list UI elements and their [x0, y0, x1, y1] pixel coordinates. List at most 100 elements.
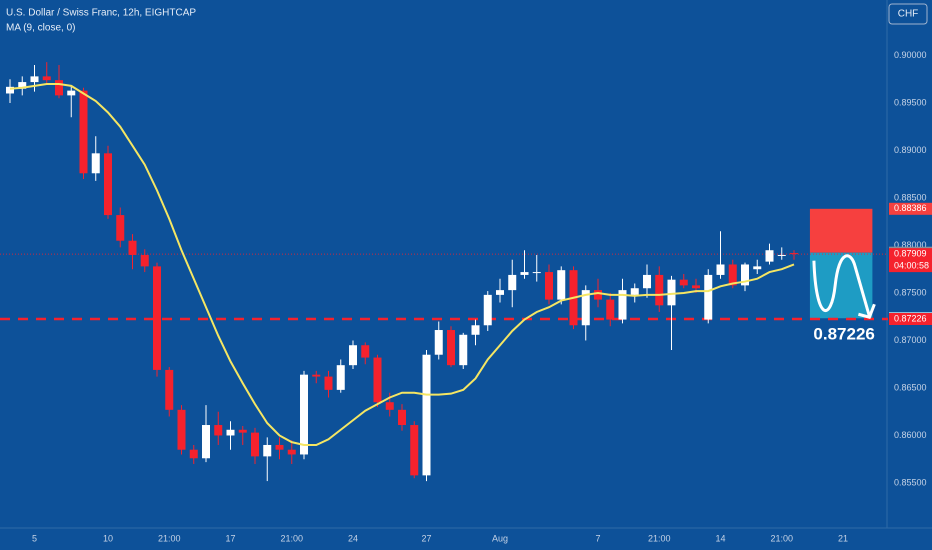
candle-body: [667, 279, 676, 306]
candle-body: [349, 345, 357, 366]
candle-body: [116, 215, 125, 241]
candle-body: [459, 334, 468, 366]
candle-body: [214, 425, 223, 436]
y-tick-label: 0.86500: [894, 382, 927, 392]
price-label-bg: [889, 313, 932, 326]
y-tick-label: 0.87000: [894, 335, 927, 345]
y-tick-label: 0.89000: [894, 145, 927, 155]
candle-body: [581, 290, 590, 326]
candle-body: [594, 290, 602, 300]
x-tick-label: 21:00: [648, 533, 671, 543]
x-tick-label: 24: [348, 533, 358, 543]
x-tick-label: 21:00: [280, 533, 303, 543]
plot: [0, 62, 888, 482]
x-tick-label: Aug: [492, 533, 508, 543]
candle-body: [238, 429, 247, 433]
price-label: 0.87226: [894, 313, 927, 323]
candle-body: [520, 272, 529, 275]
candle-body: [226, 429, 235, 436]
candle-body: [483, 294, 492, 326]
candle-body: [128, 240, 137, 255]
candle-body: [275, 444, 284, 450]
candle-body: [679, 279, 688, 286]
candle-body: [545, 272, 553, 300]
candle-body: [447, 330, 455, 366]
candle-body: [777, 254, 786, 256]
candle-body: [422, 354, 431, 476]
y-tick-label: 0.86000: [894, 430, 927, 440]
candle-body: [263, 444, 272, 457]
candle-body: [692, 285, 700, 289]
stop-zone: [809, 208, 873, 253]
candle-body: [410, 425, 419, 476]
y-tick-label: 0.85500: [894, 477, 927, 487]
candle-body: [471, 325, 480, 335]
x-tick-label: 5: [32, 533, 37, 543]
y-tick-label: 0.88000: [894, 240, 927, 250]
x-tick-label: 27: [421, 533, 431, 543]
chart-title: U.S. Dollar / Swiss Franc, 12h, EIGHTCAP: [6, 8, 196, 19]
x-tick-label: 14: [715, 533, 725, 543]
candle-body: [300, 374, 308, 455]
y-tick-label: 0.88500: [894, 192, 927, 202]
x-tick-label: 21:00: [158, 533, 181, 543]
forecast-arrowhead: [858, 303, 876, 320]
currency-label[interactable]: CHF: [898, 9, 919, 20]
y-tick-label: 0.90000: [894, 50, 927, 60]
candle-body: [496, 290, 504, 295]
candle-body: [618, 290, 627, 320]
candle-body: [704, 274, 713, 320]
candle-body: [716, 264, 725, 275]
candle-body: [753, 266, 762, 270]
candle-body: [202, 425, 210, 459]
candle-body: [324, 376, 333, 390]
candle-body: [6, 86, 14, 94]
candle-body: [177, 409, 186, 450]
candle-body: [91, 153, 100, 174]
candle-body: [67, 90, 76, 96]
candle-body: [30, 76, 39, 83]
x-tick-label: 17: [225, 533, 235, 543]
candle-body: [79, 90, 88, 174]
candle-body: [312, 374, 321, 377]
candle-body: [42, 76, 51, 81]
x-tick-label: 21:00: [770, 533, 793, 543]
currency-button[interactable]: [888, 3, 928, 25]
candle-body: [251, 432, 259, 457]
x-tick-label: 7: [595, 533, 600, 543]
candle-body: [153, 266, 161, 370]
candle-body: [361, 345, 370, 358]
x-tick-label: 10: [103, 533, 113, 543]
countdown-label: 04:00:58: [894, 260, 929, 270]
candle-body: [728, 264, 737, 286]
candle-body: [606, 299, 615, 320]
price-label-bg: [889, 248, 932, 273]
y-tick-label: 0.89500: [894, 97, 927, 107]
price-label: 0.88386: [894, 203, 927, 213]
candle-body: [630, 288, 639, 295]
candle-body: [643, 274, 651, 289]
candle-body: [434, 330, 443, 355]
x-tick-label: 21: [838, 533, 848, 543]
candle-body: [104, 153, 112, 216]
candle-body: [140, 254, 149, 267]
candle-body: [508, 274, 517, 291]
candle-body: [385, 402, 394, 410]
candle-body: [655, 274, 664, 306]
y-tick-label: 0.87500: [894, 287, 927, 297]
candle-body: [765, 250, 774, 262]
candle-body: [741, 264, 749, 286]
target-annotation: 0.87226: [813, 324, 874, 343]
candle-body: [336, 365, 345, 390]
candle-body: [18, 82, 27, 89]
candle-body: [532, 272, 541, 274]
candle-body: [165, 369, 174, 410]
candle-body: [790, 253, 798, 255]
price-label: 0.87909: [894, 248, 927, 258]
price-label-bg: [889, 202, 932, 215]
candle-body: [55, 80, 63, 96]
candle-body: [398, 409, 406, 426]
